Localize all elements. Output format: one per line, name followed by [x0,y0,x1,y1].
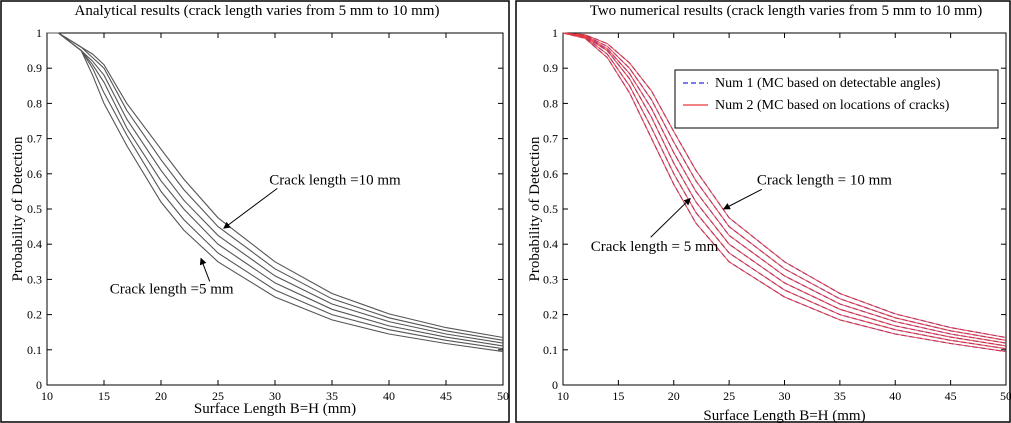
x-tick-label: 25 [212,389,224,403]
series-line-num2-11 [562,32,1007,339]
annotation-arrow [223,187,278,229]
chart-title: Analytical results (crack length varies … [75,3,440,19]
y-tick-label: 0.3 [27,272,42,286]
x-tick-label: 40 [889,389,901,403]
x-tick-label: 20 [155,389,167,403]
plot-area-border [46,32,504,386]
x-tick-label: 15 [98,389,110,403]
y-tick-label: 0.7 [543,132,558,146]
y-tick-label: 0.3 [543,272,558,286]
series-line-curve-3 [47,32,504,344]
y-tick-label: 1 [552,26,558,40]
x-tick-label: 30 [779,389,791,403]
annotation-label: Crack length = 5 mm [591,239,719,255]
annotation-label: Crack length = 10 mm [757,172,892,188]
series-line-curve-2 [47,32,504,347]
series-line-num2-7 [562,32,1007,350]
y-tick-label: 0.8 [27,96,42,110]
y-tick-label: 0.1 [543,343,558,357]
chart-title: Two numerical results (crack length vari… [590,3,983,19]
y-tick-label: 0.6 [27,167,42,181]
x-tick-label: 40 [383,389,395,403]
legend-entry-label: Num 1 (MC based on detectable angles) [715,76,941,91]
y-tick-label: 0 [36,378,42,392]
series-line-num2-8 [562,32,1007,347]
x-tick-label: 15 [612,389,624,403]
y-tick-label: 0.9 [27,61,42,75]
series-line-num2-6 [562,32,1007,353]
annotation-arrow [722,188,763,210]
y-axis-label: Probability of Detection [527,136,543,281]
annotation-label: Crack length =5 mm [110,281,234,297]
y-tick-label: 0.2 [543,308,558,322]
x-tick-label: 45 [440,389,452,403]
y-axis-label: Probability of Detection [10,136,26,281]
series-line-curve-5 [47,32,504,339]
x-tick-label: 45 [945,389,957,403]
x-tick-label: 20 [668,389,680,403]
legend-box [674,69,999,129]
y-tick-label: 0.6 [543,167,558,181]
y-tick-label: 1 [36,26,42,40]
series-line-curve-0 [47,32,504,353]
x-tick-label: 35 [834,389,846,403]
y-tick-label: 0.2 [27,308,42,322]
y-tick-label: 0.8 [543,96,558,110]
annotation-arrow [650,197,691,238]
x-tick-label: 50 [1000,389,1011,403]
x-tick-label: 10 [557,389,569,403]
y-tick-label: 0.4 [543,237,558,251]
series-line-curve-1 [47,32,504,350]
x-tick-label: 30 [269,389,281,403]
x-axis-label: Surface Length B=H (mm) [703,408,865,423]
y-tick-label: 0.4 [27,237,42,251]
numerical-chart: Two numerical results (crack length vari… [527,3,1011,423]
annotation-arrow [199,257,211,282]
legend-entry-label: Num 2 (MC based on locations of cracks) [715,98,950,113]
right-panel-frame [515,0,1011,423]
x-tick-label: 10 [41,389,53,403]
y-tick-label: 0.7 [27,132,42,146]
analytical-chart: Analytical results (crack length varies … [10,3,509,417]
series-line-num2-9 [562,32,1007,344]
x-axis-label: Surface Length B=H (mm) [194,401,356,417]
y-tick-label: 0.1 [27,343,42,357]
x-tick-label: 25 [723,389,735,403]
x-tick-label: 35 [326,389,338,403]
annotation-label: Crack length =10 mm [269,172,401,188]
y-tick-label: 0 [552,378,558,392]
series-line-num2-10 [562,32,1007,341]
left-panel-frame [0,0,510,423]
y-tick-label: 0.5 [543,202,558,216]
x-tick-label: 50 [497,389,509,403]
y-tick-label: 0.5 [27,202,42,216]
y-tick-label: 0.9 [543,61,558,75]
